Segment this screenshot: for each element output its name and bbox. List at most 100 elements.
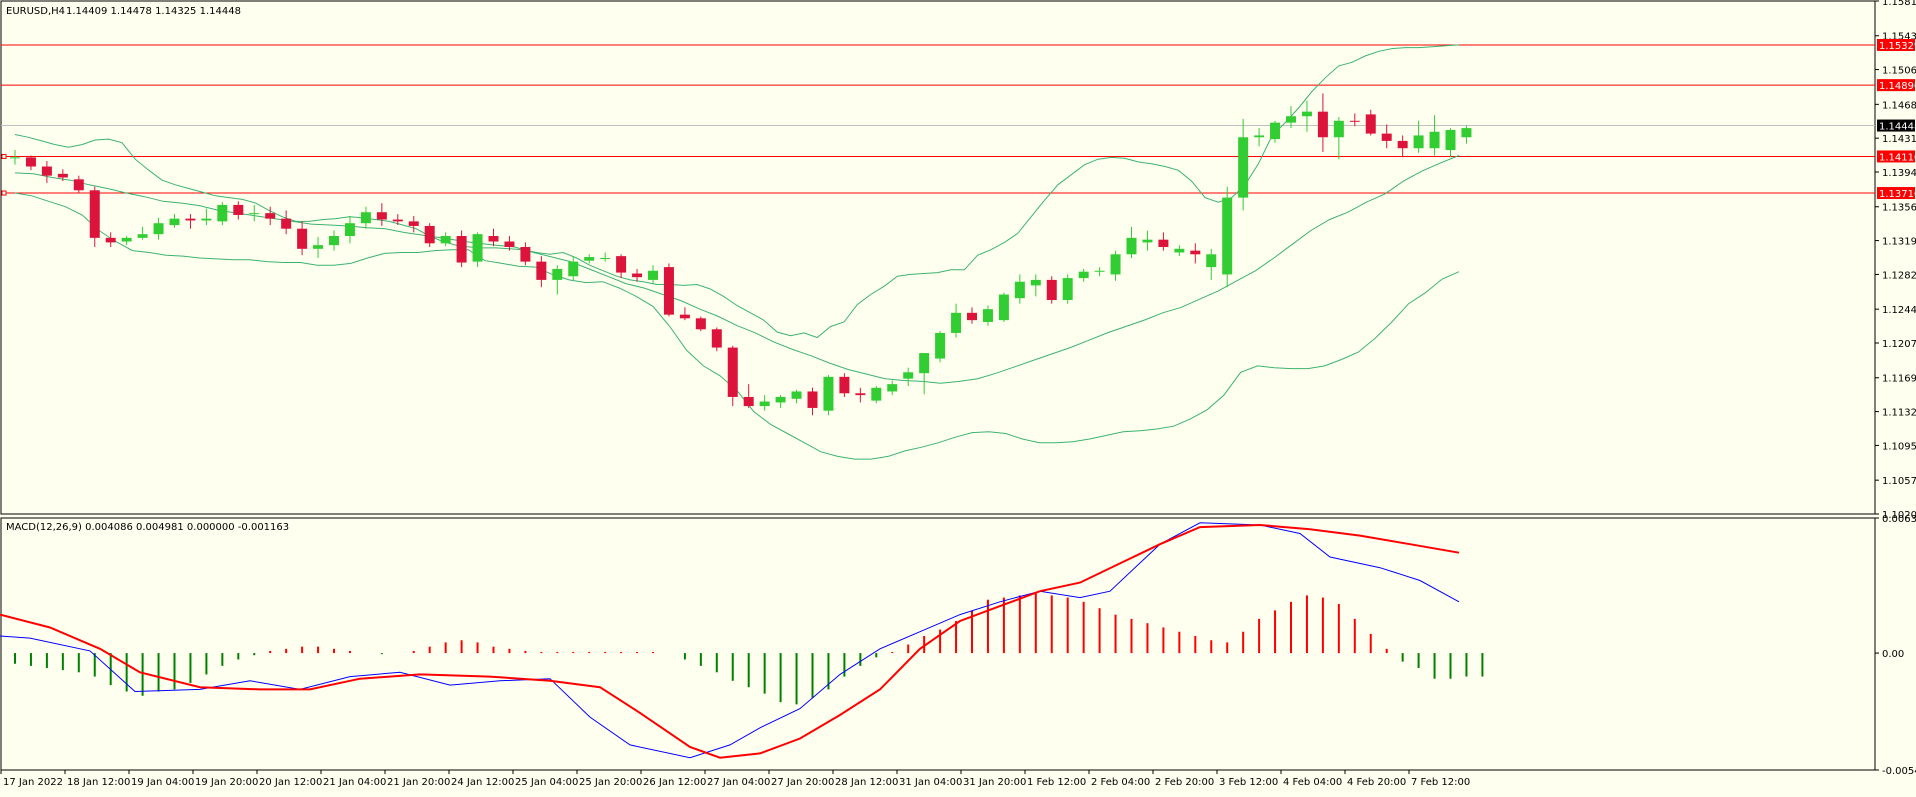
candle[interactable] bbox=[967, 307, 977, 324]
candle[interactable] bbox=[57, 169, 68, 182]
candle[interactable] bbox=[1174, 245, 1185, 257]
candle[interactable] bbox=[616, 254, 627, 279]
candle[interactable] bbox=[759, 395, 770, 411]
candle[interactable] bbox=[839, 373, 850, 397]
candle[interactable] bbox=[1094, 267, 1105, 277]
candle[interactable] bbox=[360, 206, 371, 229]
candle[interactable] bbox=[153, 217, 164, 240]
candle[interactable] bbox=[887, 380, 898, 396]
candle[interactable] bbox=[1110, 250, 1121, 281]
candle[interactable] bbox=[137, 226, 148, 240]
candle[interactable] bbox=[982, 305, 993, 326]
candle[interactable] bbox=[552, 265, 563, 295]
candle[interactable] bbox=[1286, 106, 1296, 129]
candle[interactable] bbox=[903, 367, 914, 386]
candle[interactable] bbox=[536, 256, 547, 288]
candle[interactable] bbox=[1270, 120, 1281, 143]
candle-body bbox=[1286, 116, 1296, 123]
candle[interactable] bbox=[648, 265, 658, 284]
candle[interactable] bbox=[727, 345, 738, 407]
candle[interactable] bbox=[10, 150, 20, 165]
time-axis-label: 4 Feb 20:00 bbox=[1347, 777, 1406, 788]
candle[interactable] bbox=[663, 263, 674, 317]
candle[interactable] bbox=[775, 395, 786, 408]
candle[interactable] bbox=[392, 214, 403, 226]
candle[interactable] bbox=[41, 161, 52, 183]
candle[interactable] bbox=[73, 175, 84, 194]
candle[interactable] bbox=[376, 203, 387, 226]
candle[interactable] bbox=[424, 223, 435, 247]
candle[interactable] bbox=[632, 268, 643, 282]
candle[interactable] bbox=[935, 331, 946, 363]
candle[interactable] bbox=[488, 228, 499, 247]
candle[interactable] bbox=[711, 327, 722, 352]
candle[interactable] bbox=[329, 230, 339, 251]
candle[interactable] bbox=[791, 389, 802, 404]
candle-body bbox=[632, 273, 643, 278]
candle[interactable] bbox=[472, 232, 483, 268]
candle[interactable] bbox=[217, 202, 228, 226]
candle[interactable] bbox=[281, 210, 292, 235]
candle[interactable] bbox=[568, 256, 579, 280]
candle[interactable] bbox=[1461, 125, 1472, 144]
candle[interactable] bbox=[233, 201, 244, 220]
candle[interactable] bbox=[185, 214, 196, 229]
candle[interactable] bbox=[1301, 100, 1312, 132]
candle[interactable] bbox=[1030, 274, 1041, 297]
candle[interactable] bbox=[25, 155, 36, 171]
candle[interactable] bbox=[344, 215, 355, 244]
candle[interactable] bbox=[520, 242, 531, 266]
candle[interactable] bbox=[201, 208, 212, 226]
candle[interactable] bbox=[1254, 128, 1265, 147]
candle[interactable] bbox=[1429, 115, 1440, 156]
candle[interactable] bbox=[679, 307, 690, 321]
candle[interactable] bbox=[1078, 268, 1089, 282]
candle[interactable] bbox=[998, 292, 1009, 322]
candle[interactable] bbox=[1126, 226, 1137, 258]
candle[interactable] bbox=[1158, 232, 1169, 251]
candle[interactable] bbox=[1190, 243, 1201, 264]
candle[interactable] bbox=[1222, 186, 1233, 288]
candle[interactable] bbox=[823, 375, 834, 416]
line-handle[interactable] bbox=[1, 190, 7, 196]
line-handle[interactable] bbox=[1, 153, 7, 159]
candle[interactable] bbox=[456, 230, 467, 268]
candle-body bbox=[344, 223, 355, 237]
candle[interactable] bbox=[504, 236, 515, 251]
candle[interactable] bbox=[249, 204, 260, 222]
candle[interactable] bbox=[743, 384, 754, 408]
candle[interactable] bbox=[1349, 113, 1360, 127]
candle[interactable] bbox=[1445, 128, 1456, 158]
candle[interactable] bbox=[919, 353, 930, 395]
candle[interactable] bbox=[313, 236, 324, 258]
candle[interactable] bbox=[121, 236, 132, 246]
candle[interactable] bbox=[1142, 230, 1153, 251]
candle[interactable] bbox=[951, 303, 962, 338]
candle[interactable] bbox=[695, 316, 706, 332]
candle[interactable] bbox=[297, 221, 308, 256]
candle[interactable] bbox=[1317, 93, 1328, 152]
candle[interactable] bbox=[1046, 276, 1057, 304]
candle[interactable] bbox=[1381, 124, 1392, 149]
candle[interactable] bbox=[89, 186, 100, 247]
candle[interactable] bbox=[1365, 109, 1376, 136]
candle[interactable] bbox=[440, 232, 451, 247]
candle[interactable] bbox=[1206, 248, 1217, 280]
candle[interactable] bbox=[408, 215, 419, 233]
candle[interactable] bbox=[871, 385, 882, 404]
candle[interactable] bbox=[1397, 135, 1408, 158]
candle[interactable] bbox=[807, 387, 818, 416]
candle[interactable] bbox=[105, 232, 116, 247]
candle[interactable] bbox=[1014, 274, 1025, 304]
candle[interactable] bbox=[855, 387, 866, 403]
candle[interactable] bbox=[1238, 118, 1249, 211]
candle[interactable] bbox=[584, 254, 595, 264]
candle[interactable] bbox=[1062, 274, 1073, 304]
candle[interactable] bbox=[1413, 120, 1424, 153]
candle[interactable] bbox=[1333, 117, 1344, 160]
candle[interactable] bbox=[169, 214, 180, 228]
candle[interactable] bbox=[265, 206, 276, 226]
candle[interactable] bbox=[600, 252, 611, 262]
